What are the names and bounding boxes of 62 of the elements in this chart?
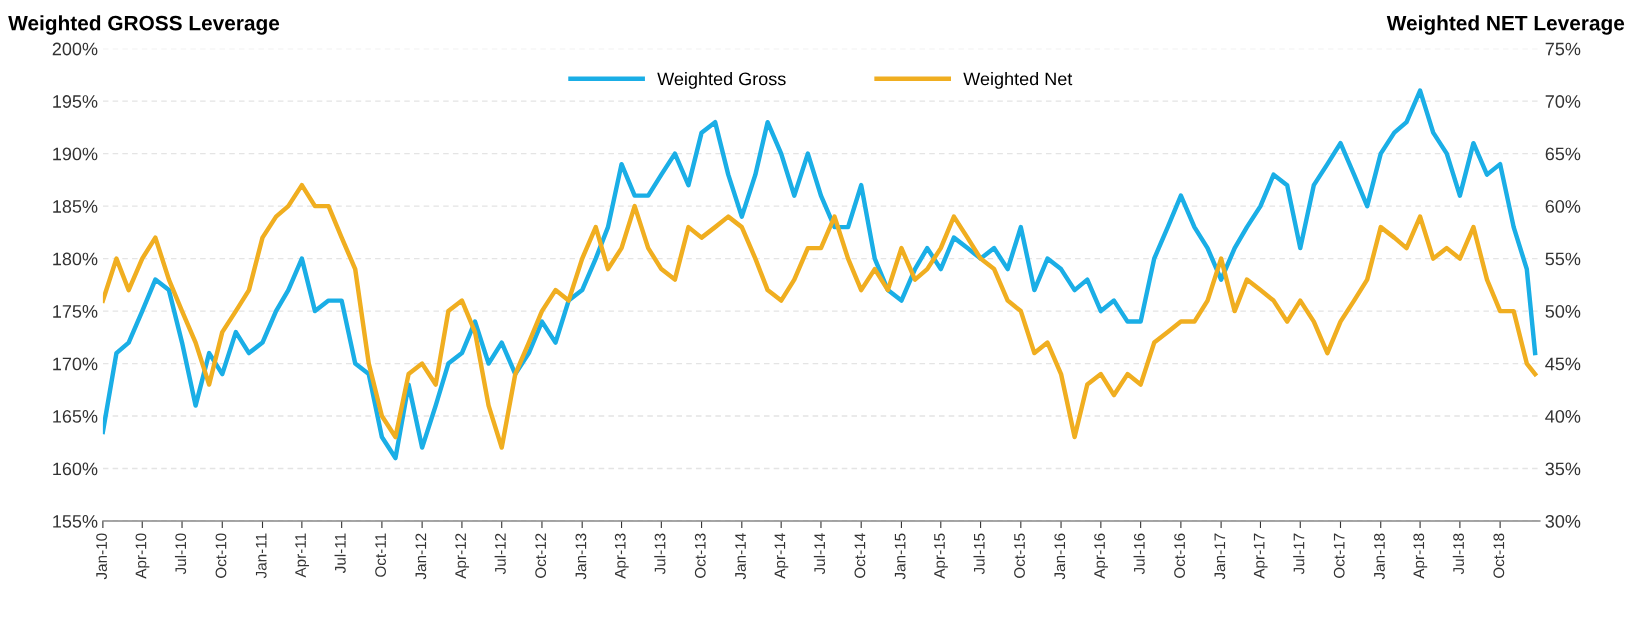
x-tick-label: Oct-10	[215, 533, 227, 578]
x-tick-label: Jul-15	[973, 533, 985, 575]
x-tick-label: Oct-14	[854, 533, 866, 578]
x-tick-label: Jul-11	[334, 533, 346, 574]
x-tick-label: Jan-15	[894, 533, 906, 580]
x-tick-label: Oct-18	[1493, 533, 1505, 578]
x-tick-label: Oct-13	[694, 533, 706, 578]
x-tick-label: Jan-12	[415, 533, 427, 580]
y2-tick-label: 55%	[1545, 252, 1581, 266]
x-tick-label: Jul-17	[1293, 533, 1305, 575]
y-tick-label: 195%	[53, 95, 98, 108]
x-tick-label: Oct-11	[375, 533, 386, 577]
y2-tick-label: 45%	[1545, 357, 1581, 371]
y-tick-label: 160%	[53, 462, 98, 476]
x-tick-label: Apr-11	[295, 533, 309, 578]
x-tick-label: Jul-16	[1133, 533, 1145, 575]
legend-label: Weighted Gross	[657, 72, 786, 89]
x-tick-label: Jul-12	[494, 533, 506, 575]
y-tick-label: 185%	[53, 200, 98, 213]
x-tick-label: Jan-14	[735, 533, 746, 580]
x-tick-label: Apr-17	[1253, 533, 1268, 579]
y2-axis-title: Weighted NET Leverage	[1386, 15, 1625, 35]
x-tick-label: Oct-16	[1174, 533, 1185, 578]
y2-tick-label: 35%	[1545, 462, 1581, 476]
x-tick-label: Oct-15	[1014, 533, 1025, 578]
x-tick-label: Jan-10	[96, 533, 107, 580]
x-tick-label: Apr-16	[1094, 533, 1108, 579]
x-tick-label: Jan-13	[575, 533, 587, 580]
y-tick-label: 175%	[53, 305, 98, 318]
x-tick-label: Oct-17	[1333, 533, 1345, 578]
y2-tick-label: 75%	[1545, 42, 1581, 56]
y-tick-label: 190%	[53, 147, 98, 161]
y2-tick-label: 30%	[1545, 514, 1581, 528]
x-tick-label: Oct-12	[535, 533, 547, 578]
y-tick-label: 200%	[52, 42, 98, 56]
y2-tick-label: 60%	[1545, 200, 1581, 213]
y-tick-label: 180%	[53, 252, 98, 266]
y-tick-label: 165%	[53, 410, 98, 423]
y2-tick-label: 65%	[1545, 147, 1581, 161]
line-series	[102, 182, 1538, 450]
x-tick-label: Jan-18	[1374, 533, 1385, 580]
x-tick-label: Jul-14	[813, 533, 826, 575]
x-tick-label: Jul-10	[174, 533, 187, 575]
x-tick-label: Apr-12	[455, 533, 470, 579]
x-tick-label: Apr-18	[1413, 533, 1428, 579]
x-tick-label: Apr-13	[614, 533, 629, 579]
x-tick-label: Jul-13	[654, 533, 666, 575]
y-tick-label: 170%	[53, 357, 98, 371]
legend-label: Weighted Net	[963, 72, 1073, 89]
x-tick-label: Jul-18	[1452, 533, 1464, 575]
y-tick-label: 155%	[53, 515, 98, 528]
x-tick-label: Jan-16	[1054, 533, 1066, 580]
y-axis-title: Weighted GROSS Leverage	[8, 15, 280, 35]
y2-tick-label: 50%	[1545, 305, 1581, 318]
x-tick-label: Jan-11	[255, 533, 267, 579]
x-tick-label: Apr-15	[934, 533, 948, 579]
y2-tick-label: 70%	[1545, 95, 1581, 108]
x-tick-label: Jan-17	[1214, 533, 1226, 580]
x-tick-label: Apr-10	[135, 533, 150, 579]
x-tick-label: Apr-14	[774, 533, 789, 579]
line-series	[102, 88, 1538, 461]
y2-tick-label: 40%	[1545, 410, 1581, 423]
